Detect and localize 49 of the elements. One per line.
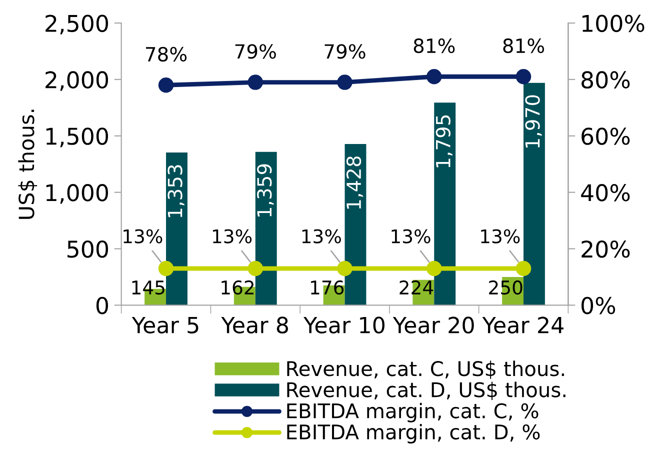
x-tick-label: Year 5	[132, 316, 198, 334]
y-tick-label: 500	[68, 240, 108, 258]
y-tick-label: 1,000	[46, 184, 108, 204]
data-label: 79%	[235, 44, 276, 59]
data-label: 1,795	[436, 115, 452, 168]
data-label: 1,359	[257, 164, 274, 216]
data-label: 13%	[392, 229, 430, 244]
data-label: 81%	[414, 38, 455, 54]
y2-tick-label: 40%	[581, 184, 630, 202]
point	[248, 74, 264, 90]
data-label: 79%	[324, 44, 366, 59]
point	[516, 69, 532, 84]
point	[158, 260, 174, 276]
point	[426, 260, 442, 276]
y2-tick-label: 20%	[582, 240, 630, 258]
data-label: 1,970	[525, 95, 542, 148]
point	[248, 260, 264, 276]
legend-label: Revenue, cat. D, US$ thous.	[287, 382, 566, 400]
y-axis-title: US$ thous.	[18, 110, 38, 219]
data-label: 13%	[302, 229, 341, 244]
y2-tick-label: 100%	[582, 14, 644, 32]
x-tick-label: Year 24	[482, 316, 564, 334]
y2-tick-label: 80%	[582, 71, 630, 89]
x-tick-label: Year 8	[221, 316, 288, 334]
y2-tick-label: 0%	[582, 296, 616, 314]
y-tick-label: 2,500	[46, 14, 108, 34]
y-tick-label: 2,000	[46, 71, 108, 91]
bar	[524, 82, 545, 306]
data-label: 13%	[213, 229, 252, 244]
data-label: 1,428	[346, 156, 364, 209]
legend-label: EBITDA margin, cat. D, %	[287, 424, 540, 444]
y-tick-label: 0	[96, 296, 108, 314]
point	[516, 260, 532, 276]
data-label: 13%	[481, 229, 520, 244]
point	[337, 260, 352, 276]
data-label: 13%	[124, 229, 162, 244]
data-label: 1,353	[168, 165, 184, 218]
bar	[434, 102, 456, 306]
y-tick-label: 1,500	[46, 128, 108, 148]
point	[426, 69, 442, 84]
legend-label: EBITDA margin, cat. C, %	[287, 402, 538, 422]
x-tick-label: Year 10	[304, 316, 384, 334]
x-tick-label: Year 20	[392, 316, 474, 334]
data-label: 81%	[503, 38, 544, 54]
y2-tick-label: 60%	[582, 128, 630, 145]
point	[158, 77, 174, 93]
data-label: 78%	[146, 46, 187, 62]
legend-label: Revenue, cat. C, US$ thous.	[287, 360, 564, 379]
point	[337, 74, 352, 90]
